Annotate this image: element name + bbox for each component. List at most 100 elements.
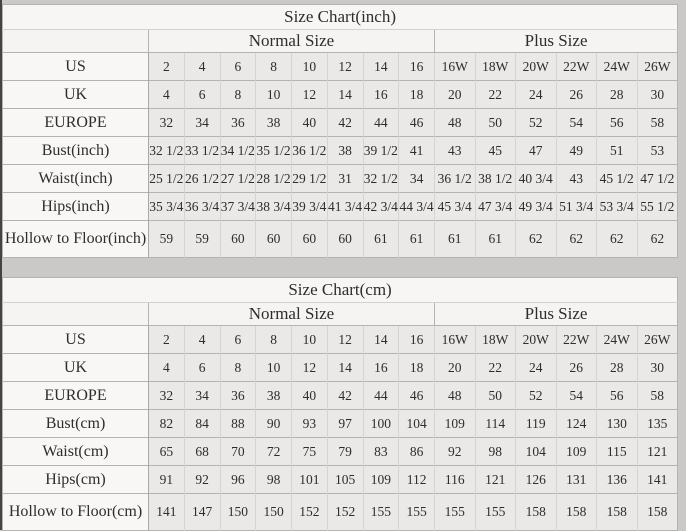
size-value-cell: 82 [148,409,185,438]
size-value-cell: 27 1/2 [219,164,256,193]
size-value-cell: 40 [291,108,328,137]
size-value-cell: 121 [636,437,678,466]
size-value-cell: 28 1/2 [255,164,292,193]
size-value-cell: 31 [326,164,363,193]
size-value-cell: 35 3/4 [148,192,185,221]
row-label: Waist(inch) [2,164,149,193]
size-value-cell: 155 [398,493,435,531]
size-value-cell: 98 [255,465,292,494]
size-value-cell: 155 [362,493,399,531]
size-value-cell: 32 [148,108,185,137]
size-value-cell: 91 [148,465,185,494]
row-label: Hollow to Floor(cm) [2,493,149,531]
size-value-cell: 22 [474,353,516,382]
table-row: Waist(inch) 25 1/2 26 1/2 27 1/2 28 1/2 29 1/… [2,164,678,193]
size-value-cell: 41 3/4 [326,192,363,221]
size-value-cell: 41 [398,136,435,165]
size-value-cell: 40 [291,381,328,410]
size-value-cell: 121 [474,465,516,494]
size-value-cell: 155 [474,493,516,531]
size-value-cell: 96 [219,465,256,494]
size-chart-inch: Size Chart(inch) Normal Size Plus Size U… [2,4,679,258]
size-value-cell: 36 [219,381,256,410]
table-row: Bust(inch) 32 1/2 33 1/2 34 1/2 35 1/2 36 1/2… [2,136,678,165]
size-value-cell: 55 1/2 [636,192,678,221]
size-value-cell: 35 1/2 [255,136,292,165]
size-value-cell: 26 [555,80,597,109]
size-value-cell: 12 [291,80,328,109]
row-label: Hollow to Floor(inch) [2,220,149,258]
row-label: Waist(cm) [2,437,149,466]
row-label: US [2,52,149,81]
size-value-cell: 40 3/4 [515,164,556,193]
size-value-cell: 52 [515,381,556,410]
size-value-cell: 68 [183,437,220,466]
size-value-cell: 26W [636,52,678,81]
size-value-cell: 8 [219,353,256,382]
size-value-cell: 50 [474,381,516,410]
size-value-cell: 16 [398,325,435,354]
size-value-cell: 92 [434,437,475,466]
size-value-cell: 60 [291,220,328,258]
size-value-cell: 58 [636,108,678,137]
size-value-cell: 18 [398,80,435,109]
size-value-cell: 8 [255,52,292,81]
size-value-cell: 30 [636,80,678,109]
size-value-cell: 14 [362,325,399,354]
size-value-cell: 135 [636,409,678,438]
size-value-cell: 44 [362,108,399,137]
size-value-cell: 152 [291,493,328,531]
size-value-cell: 29 1/2 [291,164,328,193]
size-value-cell: 62 [596,220,637,258]
size-value-cell: 152 [326,493,363,531]
size-value-cell: 98 [474,437,516,466]
size-value-cell: 150 [219,493,256,531]
size-value-cell: 92 [183,465,220,494]
size-value-cell: 100 [362,409,399,438]
size-value-cell: 34 [183,108,220,137]
size-value-cell: 16 [362,353,399,382]
size-value-cell: 34 [398,164,435,193]
size-value-cell: 130 [596,409,637,438]
size-value-cell: 75 [291,437,328,466]
size-value-cell: 84 [183,409,220,438]
size-value-cell: 2 [148,52,185,81]
size-value-cell: 48 [434,381,475,410]
size-value-cell: 88 [219,409,256,438]
size-value-cell: 32 [148,381,185,410]
group-normal-size: Normal Size [148,29,435,53]
row-label: US [2,325,149,354]
size-value-cell: 104 [398,409,435,438]
empty-corner-cell [2,302,149,326]
size-value-cell: 26 [555,353,597,382]
row-label: Bust(inch) [2,136,149,165]
size-value-cell: 47 [515,136,556,165]
size-value-cell: 93 [291,409,328,438]
size-value-cell: 36 1/2 [291,136,328,165]
row-label: UK [2,353,149,382]
row-label: EUROPE [2,108,149,137]
size-value-cell: 20 [434,353,475,382]
size-value-cell: 42 [326,381,363,410]
size-value-cell: 51 3/4 [555,192,597,221]
table-row: UK 4 6 8 10 12 14 16 18 20 22 24 26 28 30 [2,353,678,382]
size-value-cell: 20W [515,325,556,354]
size-value-cell: 141 [636,465,678,494]
size-value-cell: 12 [326,325,363,354]
size-value-cell: 16W [434,325,475,354]
size-value-cell: 101 [291,465,328,494]
size-value-cell: 59 [183,220,220,258]
size-value-cell: 20W [515,52,556,81]
size-value-cell: 20 [434,80,475,109]
size-value-cell: 6 [183,353,220,382]
size-value-cell: 6 [183,80,220,109]
row-label: UK [2,80,149,109]
size-value-cell: 45 1/2 [596,164,637,193]
size-value-cell: 18W [474,52,516,81]
size-value-cell: 65 [148,437,185,466]
size-value-cell: 119 [515,409,556,438]
size-value-cell: 36 3/4 [183,192,220,221]
size-value-cell: 24 [515,80,556,109]
size-value-cell: 155 [434,493,475,531]
size-chart-inch-table: Size Chart(inch) Normal Size Plus Size U… [2,4,679,258]
